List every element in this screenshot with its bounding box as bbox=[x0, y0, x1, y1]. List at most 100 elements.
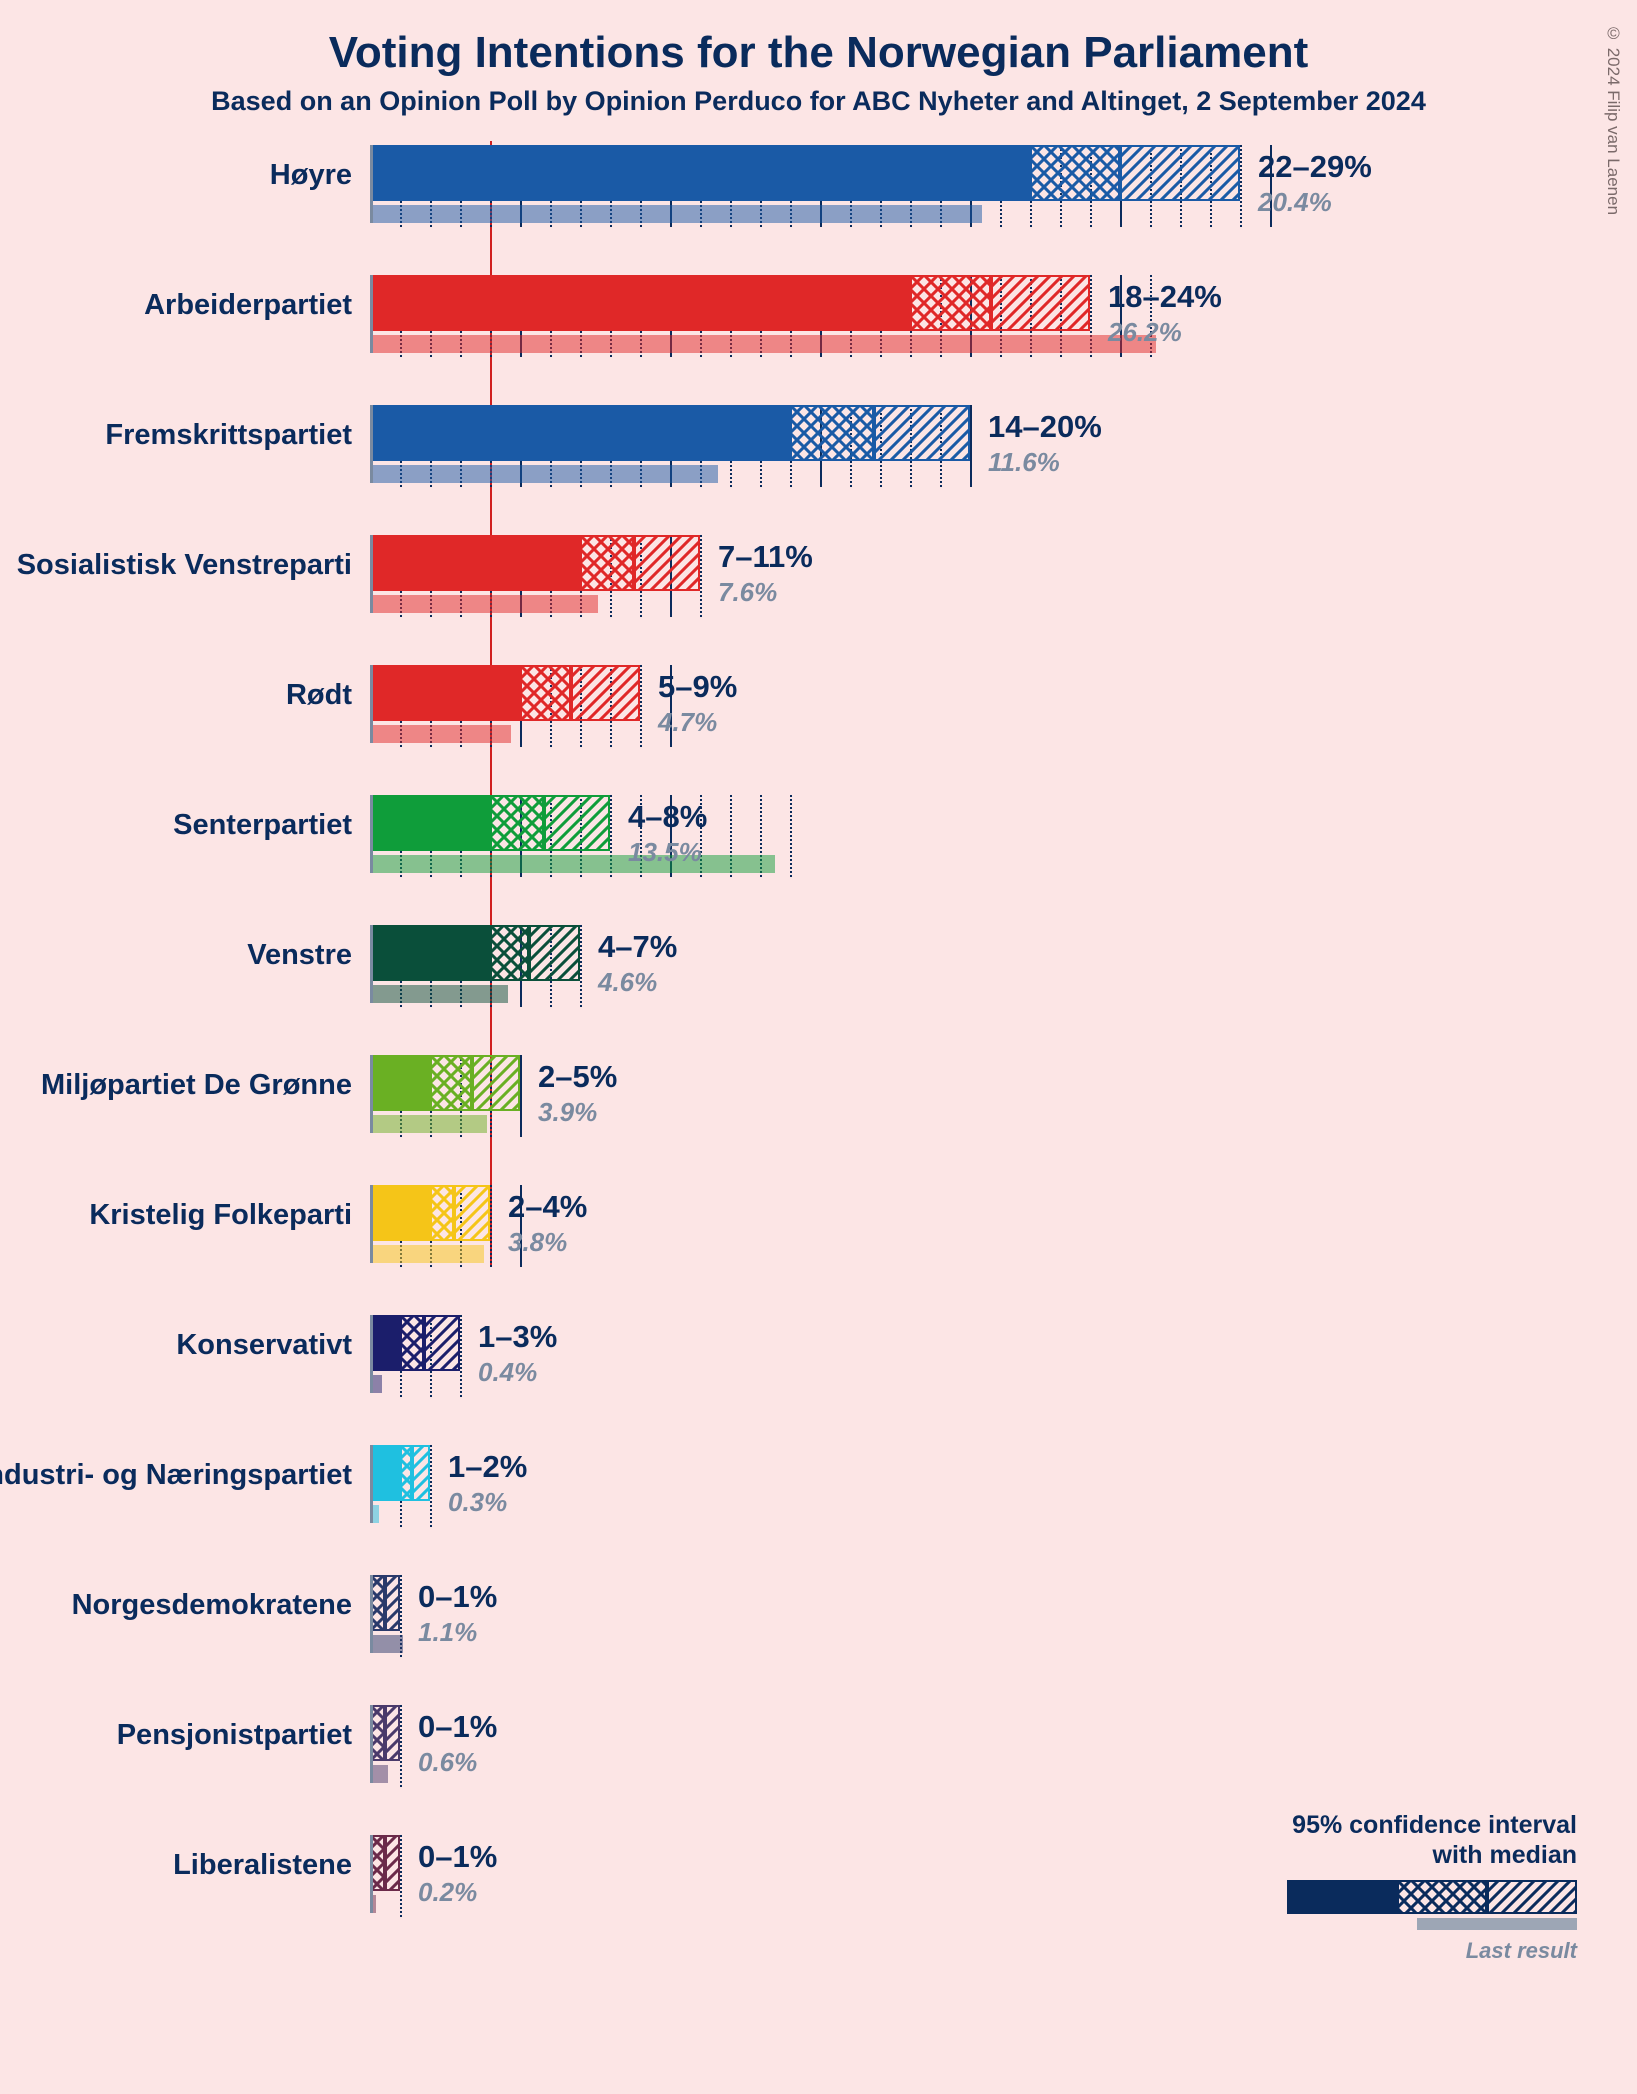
last-result-label: 1.1% bbox=[418, 1617, 477, 1648]
bar-ci-upper bbox=[874, 405, 970, 461]
bar-ci-upper bbox=[385, 1835, 400, 1891]
last-result-label: 0.2% bbox=[418, 1877, 477, 1908]
bar-zone: 0–1%0.2% bbox=[370, 1835, 1270, 1965]
bar-solid bbox=[370, 925, 490, 981]
party-row: Rødt 5–9%4.7% bbox=[370, 665, 1560, 795]
gridline-minor bbox=[790, 795, 792, 877]
gridline-major bbox=[520, 1055, 522, 1137]
axis-line bbox=[370, 405, 373, 483]
gridline-minor bbox=[490, 1185, 492, 1267]
bar-solid bbox=[370, 1445, 400, 1501]
bar-last-result bbox=[370, 1115, 487, 1133]
bar-solid bbox=[370, 1055, 430, 1111]
gridline-major bbox=[970, 405, 972, 487]
bar-last-result bbox=[370, 465, 718, 483]
bar-zone: 2–5%3.9% bbox=[370, 1055, 1270, 1185]
party-name-label: Arbeiderpartiet bbox=[144, 289, 352, 322]
party-name-label: Venstre bbox=[247, 939, 352, 972]
last-result-label: 13.5% bbox=[628, 837, 702, 868]
bar-zone: 0–1%0.6% bbox=[370, 1705, 1270, 1835]
legend-bar-solid bbox=[1287, 1880, 1397, 1914]
party-row: Arbeiderpartiet 18–24%26.2% bbox=[370, 275, 1560, 405]
party-row: Norgesdemokratene 0–1%1.1% bbox=[370, 1575, 1560, 1705]
bar-ci-upper bbox=[385, 1705, 400, 1761]
bar-last-result bbox=[370, 205, 982, 223]
bar-zone: 22–29%20.4% bbox=[370, 145, 1270, 275]
party-row: Fremskrittspartiet 14–20%11.6% bbox=[370, 405, 1560, 535]
bar-last-result bbox=[370, 985, 508, 1003]
axis-line bbox=[370, 1315, 373, 1393]
bar-last-result bbox=[370, 335, 1156, 353]
bar-ci-lower bbox=[430, 1185, 454, 1241]
party-name-label: Liberalistene bbox=[173, 1849, 352, 1882]
bar-ci-upper bbox=[544, 795, 610, 851]
party-row: Kristelig Folkeparti 2–4%3.8% bbox=[370, 1185, 1560, 1315]
range-label: 2–5% bbox=[538, 1059, 617, 1095]
bar-last-result bbox=[370, 725, 511, 743]
party-name-label: Pensjonistpartiet bbox=[117, 1719, 352, 1752]
bar-solid bbox=[370, 145, 1030, 201]
axis-line bbox=[370, 925, 373, 1003]
gridline-minor bbox=[1240, 145, 1242, 227]
bar-ci-lower bbox=[1030, 145, 1120, 201]
bar-zone: 7–11%7.6% bbox=[370, 535, 1270, 665]
range-label: 0–1% bbox=[418, 1579, 497, 1615]
bar-solid bbox=[370, 275, 910, 331]
axis-line bbox=[370, 535, 373, 613]
legend-last-label: Last result bbox=[1277, 1938, 1577, 1964]
party-name-label: Senterpartiet bbox=[173, 809, 352, 842]
gridline-minor bbox=[400, 1835, 402, 1917]
party-name-label: Høyre bbox=[270, 159, 352, 192]
legend-bar-diag bbox=[1487, 1880, 1577, 1914]
gridline-minor bbox=[400, 1705, 402, 1787]
bar-ci-upper bbox=[385, 1575, 400, 1631]
party-name-label: Industri- og Næringspartiet bbox=[0, 1459, 352, 1492]
party-row: Miljøpartiet De Grønne 2–5%3.9% bbox=[370, 1055, 1560, 1185]
last-result-label: 0.4% bbox=[478, 1357, 537, 1388]
axis-line bbox=[370, 795, 373, 873]
bar-last-result bbox=[370, 595, 598, 613]
party-name-label: Kristelig Folkeparti bbox=[89, 1199, 352, 1232]
gridline-minor bbox=[580, 925, 582, 1007]
bar-solid bbox=[370, 795, 490, 851]
bar-zone: 4–8%13.5% bbox=[370, 795, 1270, 925]
bar-last-result bbox=[370, 1635, 403, 1653]
party-name-label: Norgesdemokratene bbox=[72, 1589, 352, 1622]
party-name-label: Konservativt bbox=[176, 1329, 352, 1362]
axis-line bbox=[370, 145, 373, 223]
last-result-label: 0.3% bbox=[448, 1487, 507, 1518]
party-name-label: Fremskrittspartiet bbox=[105, 419, 352, 452]
last-result-label: 3.9% bbox=[538, 1097, 597, 1128]
legend-line1: 95% confidence interval bbox=[1292, 1811, 1577, 1839]
range-label: 1–2% bbox=[448, 1449, 527, 1485]
bar-zone: 0–1%1.1% bbox=[370, 1575, 1270, 1705]
range-label: 18–24% bbox=[1108, 279, 1222, 315]
copyright-text: © 2024 Filip van Laenen bbox=[1603, 24, 1623, 215]
bar-solid bbox=[370, 1185, 430, 1241]
axis-line bbox=[370, 1055, 373, 1133]
party-row: Venstre 4–7%4.6% bbox=[370, 925, 1560, 1055]
legend-bars bbox=[1277, 1880, 1577, 1936]
bar-ci-lower bbox=[580, 535, 634, 591]
bar-zone: 18–24%26.2% bbox=[370, 275, 1270, 405]
bar-ci-upper bbox=[634, 535, 700, 591]
bar-last-result bbox=[370, 855, 775, 873]
gridline-minor bbox=[640, 665, 642, 747]
range-label: 4–8% bbox=[628, 799, 707, 835]
bar-ci-upper bbox=[571, 665, 640, 721]
gridline-minor bbox=[700, 535, 702, 617]
party-name-label: Rødt bbox=[286, 679, 352, 712]
poll-bar-chart: Høyre 22–29%20.4% Arbeiderpartiet 18–24%… bbox=[370, 145, 1560, 1965]
bar-zone: 4–7%4.6% bbox=[370, 925, 1270, 1055]
bar-ci-upper bbox=[454, 1185, 490, 1241]
party-row: Konservativt 1–3%0.4% bbox=[370, 1315, 1560, 1445]
bar-zone: 1–3%0.4% bbox=[370, 1315, 1270, 1445]
bar-ci-lower bbox=[430, 1055, 472, 1111]
gridline-minor bbox=[460, 1315, 462, 1397]
last-result-label: 4.6% bbox=[598, 967, 657, 998]
last-result-label: 26.2% bbox=[1108, 317, 1182, 348]
bar-ci-upper bbox=[472, 1055, 520, 1111]
bar-zone: 2–4%3.8% bbox=[370, 1185, 1270, 1315]
axis-line bbox=[370, 1835, 373, 1913]
chart-subtitle: Based on an Opinion Poll by Opinion Perd… bbox=[0, 78, 1637, 145]
